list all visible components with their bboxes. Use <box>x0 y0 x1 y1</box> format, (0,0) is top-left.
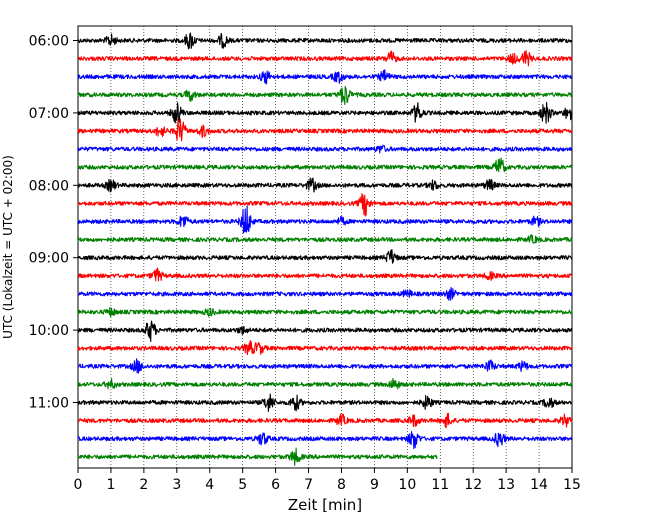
x-tick-label: 12 <box>464 477 482 493</box>
seismic-trace-row <box>77 447 438 467</box>
seismic-trace-row <box>77 431 573 450</box>
x-tick-label: 8 <box>337 477 346 493</box>
y-tick-label: 06:00 <box>29 34 69 50</box>
seismic-trace-row <box>77 358 573 374</box>
seismic-trace-row <box>77 377 573 390</box>
plot-frame <box>77 25 573 469</box>
seismic-trace-row <box>77 157 573 173</box>
seismic-trace-row <box>77 192 573 217</box>
seismic-trace-row <box>77 32 573 50</box>
seismic-trace-row <box>77 205 573 234</box>
seismic-trace-row <box>77 69 573 85</box>
trace-group <box>77 32 573 467</box>
y-tick-label: 10:00 <box>29 323 69 339</box>
x-tick-label: 10 <box>398 477 416 493</box>
x-tick-label: 5 <box>238 477 247 493</box>
seismic-trace-row <box>77 118 573 142</box>
seismic-trace-row <box>77 306 573 318</box>
x-tick-label: 13 <box>497 477 515 493</box>
x-tick-label: 15 <box>563 477 581 493</box>
seismic-trace-row <box>77 249 573 264</box>
seismic-trace-row <box>77 320 573 343</box>
y-tick-label: 07:00 <box>29 106 69 122</box>
seismic-trace-row <box>77 177 573 193</box>
seismic-trace-row <box>77 144 573 154</box>
seismic-trace-row <box>77 85 573 106</box>
x-tick-label: 6 <box>271 477 280 493</box>
x-tick-label: 11 <box>431 477 449 493</box>
seismic-trace-row <box>77 286 573 301</box>
seismic-trace-row <box>77 234 573 244</box>
y-tick-label: 08:00 <box>29 178 69 194</box>
x-axis-ticks: 0 1 2 3 4 5 6 7 8 9 10 11 12 13 14 15 <box>74 468 581 493</box>
x-tick-label: 3 <box>172 477 181 493</box>
x-tick-label: 14 <box>530 477 548 493</box>
y-tick-label: 09:00 <box>29 251 69 267</box>
seismic-trace-row <box>77 393 573 413</box>
x-tick-label: 2 <box>139 477 148 493</box>
seismic-trace-row <box>77 267 573 282</box>
seismic-trace-row <box>77 50 573 67</box>
seismic-trace-row <box>77 412 573 429</box>
x-tick-label: 9 <box>370 477 379 493</box>
seismic-trace-row <box>77 340 573 356</box>
seismic-trace-row <box>77 101 573 124</box>
x-tick-label: 7 <box>304 477 313 493</box>
x-tick-label: 1 <box>106 477 115 493</box>
y-axis-label: UTC (Lokalzeit = UTC + 02:00) <box>1 155 15 339</box>
x-tick-label: 0 <box>74 477 83 493</box>
x-tick-label: 4 <box>205 477 214 493</box>
y-axis-ticks: 06:00 07:00 08:00 09:00 10:00 11:00 <box>29 34 78 412</box>
x-axis-label: Zeit [min] <box>288 496 362 514</box>
y-tick-label: 11:00 <box>29 396 69 412</box>
